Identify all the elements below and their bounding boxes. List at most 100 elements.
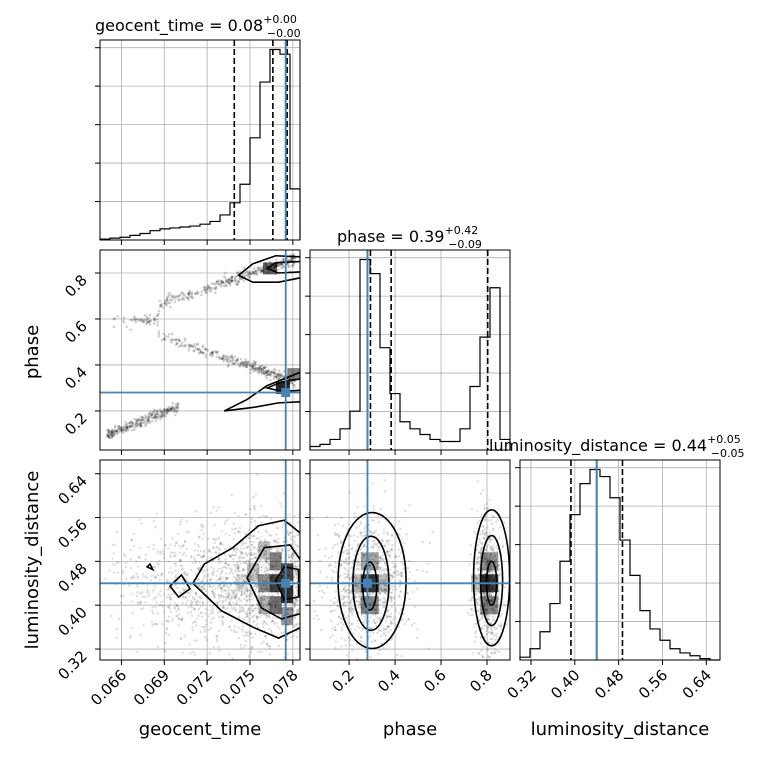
scatter-point [277, 372, 280, 376]
scatter-point [294, 602, 297, 605]
scatter-point [478, 560, 482, 563]
scatter-point [115, 429, 119, 433]
scatter-point [362, 545, 365, 548]
scatter-point [153, 596, 157, 600]
scatter-point [294, 572, 298, 576]
scatter-point [252, 272, 256, 276]
scatter-point [399, 574, 403, 577]
scatter-point [210, 350, 214, 354]
scatter-point [245, 586, 249, 590]
scatter-point [485, 612, 489, 616]
scatter-point [392, 602, 396, 605]
scatter-point [357, 606, 360, 609]
panel-body [311, 478, 510, 660]
scatter-point [279, 502, 282, 505]
scatter-point [270, 631, 273, 634]
scatter-point [109, 433, 113, 436]
scatter-point [230, 279, 234, 282]
scatter-point [346, 562, 349, 565]
scatter-point [168, 607, 171, 610]
scatter-point [212, 645, 216, 649]
scatter-point [196, 603, 199, 606]
scatter-point [124, 420, 127, 424]
scatter-point [248, 364, 251, 367]
scatter-point [477, 576, 480, 580]
scatter-point [244, 532, 247, 535]
scatter-point [140, 424, 143, 428]
scatter-point [249, 576, 253, 579]
scatter-point [250, 551, 253, 554]
scatter-point [264, 567, 267, 570]
scatter-point [256, 563, 259, 566]
scatter-point [246, 361, 250, 365]
scatter-point [130, 576, 134, 579]
scatter-point [224, 284, 228, 287]
scatter-point [252, 506, 256, 509]
scatter-point [242, 618, 246, 621]
scatter-point [265, 614, 269, 618]
scatter-point [390, 591, 394, 594]
scatter-point [130, 428, 134, 432]
scatter-point [368, 603, 371, 607]
scatter-point [129, 636, 132, 640]
scatter-point [232, 580, 236, 583]
scatter-point [226, 518, 229, 521]
scatter-point [257, 567, 261, 570]
scatter-point [347, 557, 350, 560]
scatter-point [253, 552, 256, 555]
scatter-point [200, 556, 204, 559]
scatter-point [175, 342, 179, 345]
scatter-point [242, 568, 246, 571]
scatter-point [260, 601, 263, 605]
scatter-point [257, 549, 261, 553]
scatter-point [483, 624, 487, 628]
scatter-point [357, 561, 360, 565]
scatter-point [269, 372, 272, 376]
scatter-point [169, 610, 172, 614]
scatter-point [488, 568, 491, 571]
scatter-point [144, 558, 147, 561]
scatter-point [476, 568, 479, 571]
scatter-point [223, 562, 227, 565]
scatter-point [213, 592, 216, 595]
scatter-point [220, 586, 223, 590]
scatter-point [390, 573, 393, 577]
scatter-point [228, 281, 232, 285]
scatter-point [250, 593, 254, 596]
scatter-point [120, 428, 124, 431]
scatter-point [376, 561, 379, 564]
scatter-point [153, 318, 156, 322]
scatter-point [260, 614, 263, 618]
scatter-point [199, 549, 203, 553]
scatter-point [157, 312, 160, 316]
scatter-point [132, 428, 136, 432]
scatter-point [333, 543, 336, 547]
scatter-point [348, 638, 352, 641]
scatter-point [270, 620, 273, 624]
scatter-point [290, 556, 294, 560]
scatter-point [189, 344, 192, 348]
scatter-point [231, 657, 234, 660]
scatter-point [239, 610, 242, 613]
scatter-point [135, 421, 138, 425]
scatter-point [212, 350, 216, 353]
scatter-point [251, 603, 255, 607]
scatter-point [251, 577, 255, 580]
scatter-point [345, 589, 348, 593]
scatter-point [265, 558, 268, 562]
scatter-point [484, 554, 487, 558]
scatter-point [483, 602, 486, 605]
scatter-point [219, 683, 221, 685]
scatter-point [125, 426, 129, 430]
scatter-point [291, 264, 294, 268]
scatter-point [217, 578, 221, 581]
scatter-point [220, 357, 224, 360]
scatter-point [147, 316, 150, 320]
scatter-point [357, 600, 360, 603]
scatter-point [229, 594, 233, 598]
scatter-point [387, 553, 391, 557]
scatter-point [232, 608, 235, 611]
scatter-point [264, 371, 268, 375]
scatter-point [378, 611, 381, 615]
